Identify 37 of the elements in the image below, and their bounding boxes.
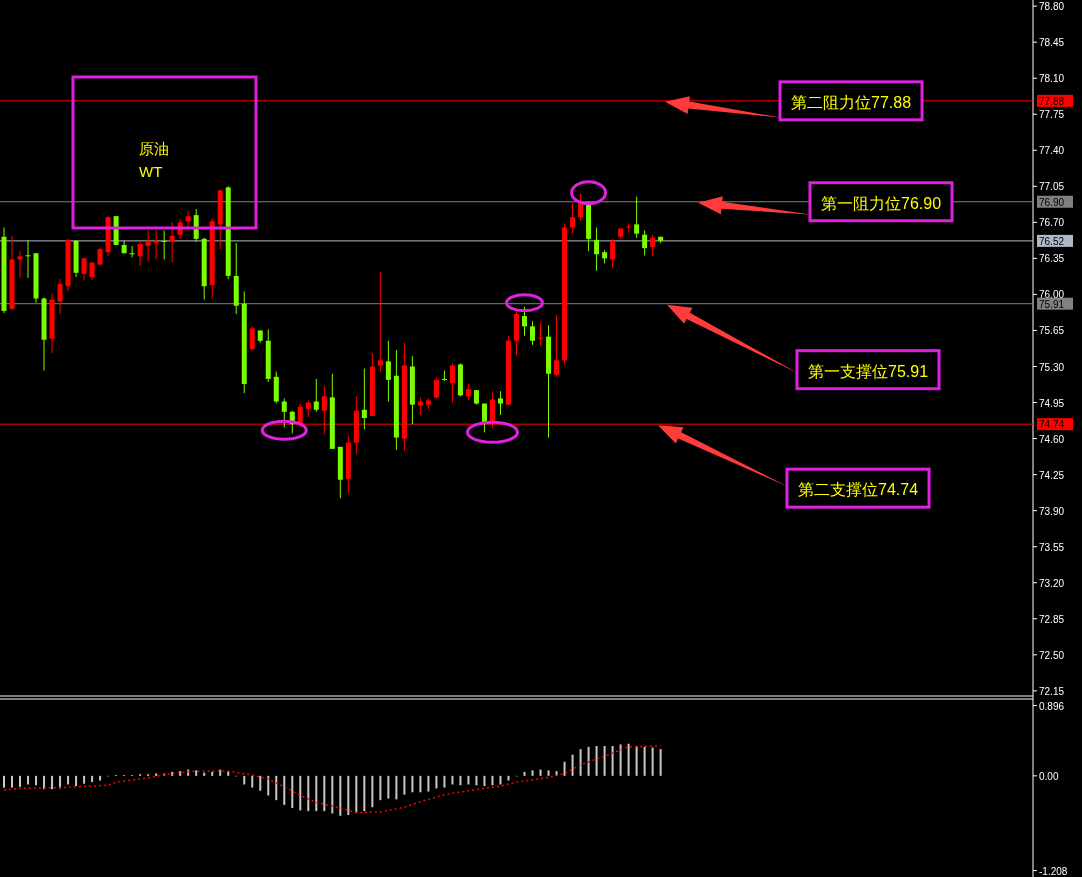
- ref-line-label: 76.52: [1039, 235, 1065, 247]
- y-tick-label: 77.40: [1039, 145, 1065, 157]
- ref-line-label: 77.88: [1039, 95, 1065, 107]
- annotation: 第二支撑位74.74: [798, 481, 919, 499]
- ref-line-label: 74.74: [1039, 419, 1065, 431]
- y-tick-label: 78.80: [1039, 1, 1065, 13]
- annotation: 第一阻力位76.90: [698, 181, 954, 223]
- y-tick-label: 72.50: [1039, 649, 1065, 661]
- y-tick-label: 72.85: [1039, 613, 1065, 625]
- y-tick-label: 74.60: [1039, 433, 1065, 445]
- y-tick-label: 76.70: [1039, 217, 1065, 229]
- ref-line-label: 76.90: [1039, 196, 1065, 208]
- annotation: 第一阻力位76.90: [821, 194, 942, 212]
- y-tick-label: 73.90: [1039, 505, 1065, 517]
- y-tick-label: -1.208: [1039, 865, 1068, 877]
- y-tick-label: 73.20: [1039, 577, 1065, 589]
- y-tick-label: 78.45: [1039, 37, 1065, 49]
- y-tick-label: 73.55: [1039, 541, 1065, 553]
- y-tick-label: 0.00: [1039, 770, 1059, 782]
- y-tick-label: 0.896: [1039, 700, 1065, 712]
- y-tick-label: 74.25: [1039, 469, 1065, 481]
- y-tick-label: 77.75: [1039, 109, 1065, 121]
- y-tick-label: 78.10: [1039, 73, 1065, 85]
- y-tick-label: 76.00: [1039, 289, 1065, 301]
- y-tick-label: 76.35: [1039, 253, 1065, 265]
- y-tick-label: 75.65: [1039, 325, 1065, 337]
- annotation: 第二阻力位77.88: [665, 80, 924, 122]
- y-tick-label: 72.15: [1039, 685, 1065, 697]
- ref-line-label: 75.91: [1039, 298, 1065, 310]
- annotation: 第一支撑位75.91: [667, 304, 941, 391]
- annotation: 第一支撑位75.91: [808, 362, 929, 380]
- title-box: 原油 WT: [71, 75, 258, 230]
- annotation: 第二支撑位74.74: [658, 425, 931, 509]
- y-tick-label: 75.30: [1039, 361, 1065, 373]
- y-tick-label: 74.95: [1039, 397, 1065, 409]
- annotation: 第二阻力位77.88: [791, 93, 912, 111]
- y-tick-label: 77.05: [1039, 181, 1065, 193]
